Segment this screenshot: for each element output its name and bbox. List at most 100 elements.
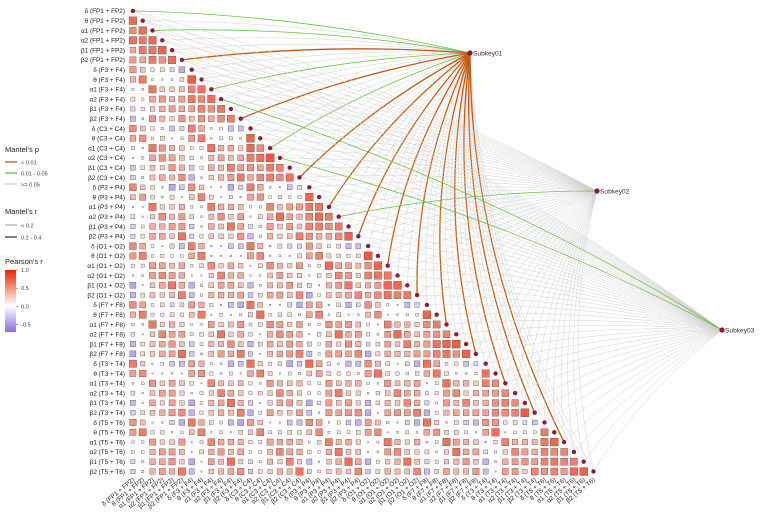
correlation-cell	[434, 420, 440, 425]
correlation-cell	[179, 126, 185, 131]
correlation-cell	[159, 174, 166, 181]
correlation-cell	[160, 302, 165, 308]
correlation-cell	[325, 448, 332, 455]
correlation-cell	[472, 390, 479, 397]
correlation-cell	[374, 291, 382, 299]
correlation-cell	[140, 107, 145, 111]
correlation-cell	[345, 449, 352, 455]
correlation-cell	[259, 333, 262, 336]
correlation-cell	[227, 174, 235, 181]
row-label: β2 (T3 + T4)	[90, 410, 125, 417]
correlation-cell	[179, 77, 185, 82]
correlation-cell	[247, 292, 254, 298]
correlation-cell	[296, 448, 303, 455]
correlation-cell	[414, 449, 420, 455]
correlation-cell	[374, 369, 382, 378]
correlation-cell	[139, 369, 147, 378]
correlation-cell	[306, 301, 313, 309]
correlation-cell	[306, 429, 313, 436]
correlation-cell	[550, 448, 558, 456]
correlation-cell	[258, 214, 263, 219]
correlation-cell	[367, 441, 369, 443]
correlation-cell	[218, 174, 225, 181]
correlation-cell	[208, 468, 214, 475]
correlation-cell	[151, 362, 154, 365]
correlation-cell	[249, 264, 252, 267]
correlation-cell	[413, 380, 421, 387]
correlation-cell	[355, 331, 362, 338]
correlation-cell	[217, 282, 225, 289]
correlation-cell	[238, 430, 243, 435]
correlation-cell	[248, 351, 253, 357]
mantel-link-gray	[250, 128, 723, 331]
correlation-cell	[413, 408, 421, 417]
correlation-cell	[237, 154, 244, 162]
correlation-cell	[531, 458, 539, 466]
correlation-cell	[177, 349, 186, 358]
correlation-cell	[150, 126, 155, 131]
correlation-cell	[158, 56, 166, 64]
correlation-cell	[209, 420, 214, 425]
correlation-cell	[178, 282, 185, 289]
correlation-cell	[345, 468, 352, 475]
mantel-link-gray	[475, 329, 723, 355]
pearson-tick-label: -0.5	[21, 323, 31, 329]
correlation-cell	[188, 370, 195, 377]
correlation-cell	[365, 458, 372, 465]
correlation-cell	[208, 458, 215, 465]
correlation-cell	[256, 144, 264, 152]
correlation-cell	[326, 253, 332, 259]
correlation-cell	[452, 339, 461, 349]
correlation-cell	[462, 399, 470, 407]
correlation-cell	[227, 203, 234, 210]
correlation-cell	[326, 459, 332, 465]
correlation-cell	[376, 382, 379, 385]
correlation-cell	[179, 184, 185, 190]
correlation-cell	[315, 301, 323, 309]
correlation-cell	[405, 420, 410, 425]
correlation-cell	[317, 293, 321, 297]
correlation-cell	[169, 145, 176, 152]
correlation-cell	[228, 155, 234, 161]
correlation-cell	[258, 205, 262, 209]
mantel-link-gray	[514, 190, 598, 394]
correlation-cell	[442, 340, 451, 349]
correlation-cell	[230, 313, 232, 316]
correlation-cell	[179, 360, 185, 367]
correlation-cell	[318, 411, 321, 414]
legend-p-label-3: >= 0.05	[21, 183, 40, 189]
correlation-cell	[336, 400, 342, 406]
row-label: β1 (F7 + F8)	[90, 341, 125, 348]
correlation-cell	[377, 411, 379, 414]
mantel-link-gray	[270, 147, 723, 331]
correlation-cell	[426, 382, 428, 385]
row-label: δ (C3 + C4)	[92, 126, 125, 133]
correlation-cell	[199, 332, 204, 337]
correlation-cell	[168, 340, 176, 348]
correlation-cell	[317, 342, 321, 346]
diagonal-point	[483, 361, 488, 366]
correlation-cell	[434, 391, 439, 396]
correlation-cell	[258, 440, 263, 444]
row-label: β1 (T3 + T4)	[90, 400, 125, 407]
correlation-cell	[364, 370, 372, 377]
correlation-cell	[159, 468, 166, 475]
diagonal-point	[493, 371, 498, 376]
correlation-cell	[286, 331, 293, 338]
correlation-cell	[298, 313, 301, 317]
correlation-cell	[227, 340, 235, 348]
legend-mantel-r-title: Mantel's r	[5, 207, 38, 216]
diagonal-point	[248, 126, 253, 131]
correlation-cell	[511, 458, 519, 466]
correlation-cell	[286, 292, 293, 298]
correlation-cell	[464, 372, 468, 375]
correlation-cell	[317, 332, 322, 337]
correlation-cell	[269, 254, 272, 257]
correlation-cell	[522, 420, 528, 425]
correlation-cell	[404, 302, 411, 308]
mantel-link-gray	[515, 329, 723, 394]
correlation-cell	[414, 399, 421, 406]
correlation-cell	[344, 457, 353, 466]
correlation-cell	[442, 330, 451, 338]
correlation-cell	[326, 361, 331, 366]
